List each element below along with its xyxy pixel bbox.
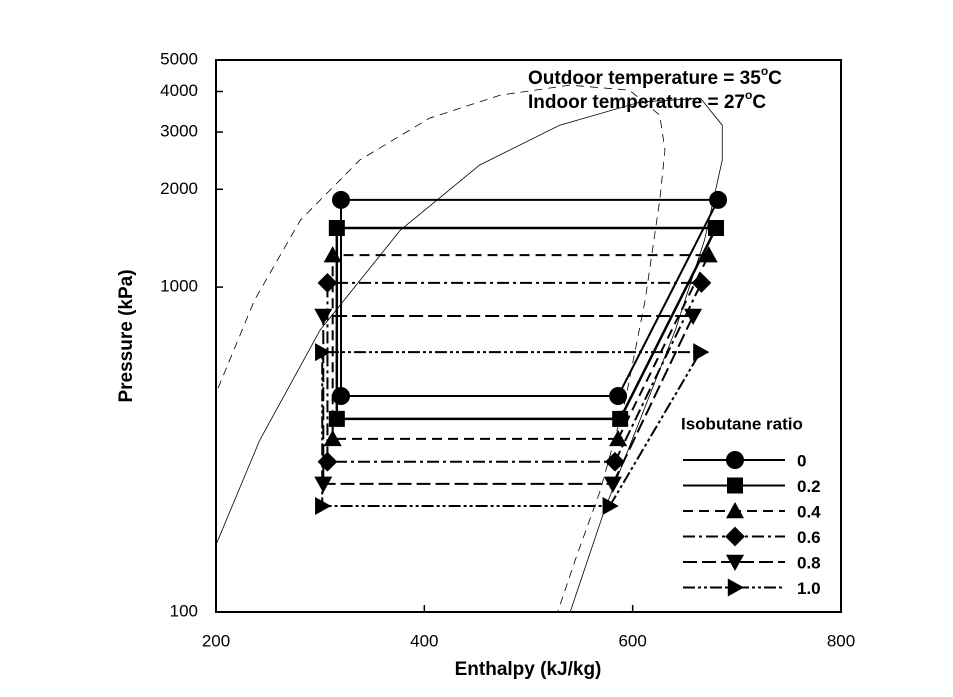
annotation: Indoor temperature = 27oC — [528, 88, 766, 113]
marker — [612, 410, 629, 427]
marker — [323, 246, 342, 263]
marker — [315, 496, 332, 515]
marker — [605, 451, 625, 472]
marker — [602, 496, 619, 515]
marker — [709, 190, 728, 209]
legend-label: 0.8 — [797, 553, 821, 572]
annotation-unit: C — [752, 92, 766, 113]
curves — [216, 84, 723, 612]
annotation-text: Outdoor temperature = 35 — [528, 68, 761, 89]
annotation: Outdoor temperature = 35oC — [528, 64, 782, 89]
legend-label: 0.6 — [797, 528, 821, 547]
legend-label: 1.0 — [797, 579, 821, 598]
x-tick-label: 200 — [202, 631, 230, 650]
y-tick-label: 4000 — [160, 81, 198, 100]
marker — [691, 273, 712, 293]
marker — [332, 190, 350, 209]
marker — [684, 308, 703, 325]
marker — [315, 343, 332, 362]
annotation-sup: o — [745, 88, 752, 102]
annotation-sup: o — [761, 64, 768, 78]
marker — [609, 429, 628, 447]
marker — [699, 246, 718, 263]
legend-title: Isobutane ratio — [681, 414, 803, 433]
legend-marker — [727, 477, 743, 494]
y-tick-label: 1000 — [160, 277, 198, 296]
marker — [603, 476, 622, 493]
x-axis-title: Enthalpy (kJ/kg) — [455, 659, 602, 680]
legend-marker — [725, 526, 745, 547]
legend-marker — [727, 578, 744, 597]
legend-label: 0.2 — [797, 477, 821, 496]
x-tick-label: 800 — [827, 631, 855, 650]
legend-label: 0 — [797, 451, 806, 470]
marker — [317, 273, 338, 293]
y-axis-title: Pressure (kPa) — [116, 269, 137, 402]
legend-marker — [726, 451, 744, 469]
x-tick-label: 400 — [410, 631, 438, 650]
legend-marker — [726, 554, 744, 571]
y-tick-label: 5000 — [160, 49, 198, 68]
marker — [609, 387, 628, 406]
legend-label: 0.4 — [797, 502, 821, 521]
marker — [332, 387, 350, 406]
saturation-curve — [216, 97, 723, 612]
marker — [328, 220, 345, 237]
plot-frame — [215, 59, 842, 613]
cycle-line — [326, 281, 704, 463]
annotation-text: Indoor temperature = 27 — [528, 92, 745, 113]
marker — [314, 476, 333, 493]
annotation-unit: C — [768, 68, 782, 89]
marker — [328, 410, 345, 427]
y-tick-label: 100 — [170, 601, 198, 620]
legend-marker — [726, 502, 744, 519]
marker — [314, 308, 333, 325]
cycle-line — [340, 198, 720, 398]
saturation-curve — [217, 84, 666, 612]
x-tick-label: 600 — [618, 631, 646, 650]
cycle-line — [335, 226, 719, 421]
marker — [708, 220, 724, 237]
y-tick-label: 3000 — [160, 122, 198, 141]
marker — [693, 343, 710, 362]
marker — [317, 451, 338, 472]
y-tick-label: 2000 — [160, 179, 198, 198]
